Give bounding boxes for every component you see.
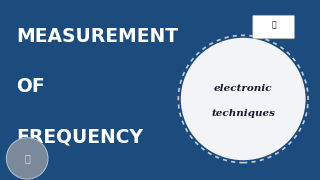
Text: 🏛: 🏛 — [271, 21, 276, 30]
Text: electronic: electronic — [214, 84, 273, 93]
Text: MEASUREMENT: MEASUREMENT — [16, 26, 178, 46]
Text: 👤: 👤 — [24, 153, 30, 163]
Text: techniques: techniques — [211, 109, 275, 118]
Text: FREQUENCY: FREQUENCY — [16, 127, 143, 146]
Text: OF: OF — [16, 77, 45, 96]
Ellipse shape — [6, 138, 48, 179]
Ellipse shape — [181, 38, 306, 160]
FancyBboxPatch shape — [253, 15, 294, 39]
